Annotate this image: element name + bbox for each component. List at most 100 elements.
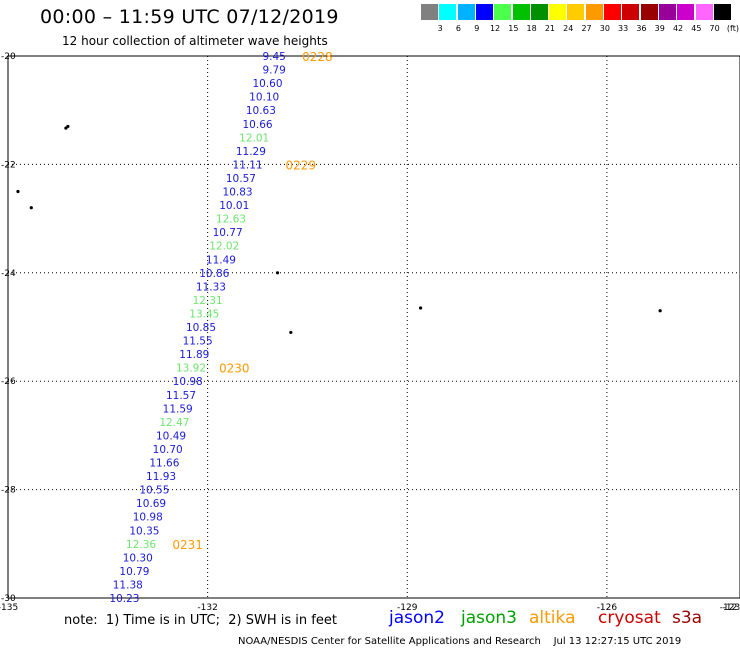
footer-credit: NOAA/NESDIS Center for Satellite Applica… xyxy=(238,636,682,647)
wave-height-value: 12.47 xyxy=(159,417,189,429)
pass-time-label: 0229 xyxy=(286,158,317,172)
wave-height-value: 9.79 xyxy=(262,65,285,77)
wave-height-value: 10.66 xyxy=(243,119,273,131)
wave-height-value: 9.45 xyxy=(262,51,285,63)
color-swatch xyxy=(567,4,585,20)
wave-height-value: 11.49 xyxy=(206,254,236,266)
wave-height-value: 10.35 xyxy=(129,525,159,537)
wave-height-value: 10.23 xyxy=(109,593,139,605)
chart-subtitle: 12 hour collection of altimeter wave hei… xyxy=(62,34,328,48)
wave-height-value: 10.69 xyxy=(136,498,166,510)
wave-height-value: 11.57 xyxy=(166,390,196,402)
y-tick-label: -30 xyxy=(1,594,16,604)
x-tick-label: -126 xyxy=(597,603,618,610)
x-tick-label: -12 xyxy=(723,603,738,610)
y-tick-label: -20 xyxy=(1,52,16,62)
color-swatch xyxy=(421,4,438,20)
color-swatch xyxy=(604,4,621,20)
wave-height-value: 10.63 xyxy=(246,105,276,117)
wave-height-value: 11.29 xyxy=(236,146,266,158)
wave-height-value: 11.33 xyxy=(196,281,226,293)
color-swatch xyxy=(475,4,493,20)
wave-height-value: 10.86 xyxy=(199,268,229,280)
note-text: note: 1) Time is in UTC; 2) SWH is in fe… xyxy=(64,613,337,628)
wave-height-value: 11.59 xyxy=(163,403,193,415)
color-scale-label: 24 xyxy=(563,24,574,33)
wave-height-value: 12.02 xyxy=(209,241,239,253)
color-swatch xyxy=(677,4,695,20)
x-tick-label: -123 xyxy=(720,603,740,610)
island-marker xyxy=(658,309,662,313)
wave-height-value: 10.49 xyxy=(156,430,186,442)
color-swatch xyxy=(457,4,475,20)
wave-height-value: 11.93 xyxy=(146,471,176,483)
legend-jason2: jason2 xyxy=(389,608,445,628)
wave-height-value: 10.57 xyxy=(226,173,256,185)
color-swatch xyxy=(622,4,640,20)
island-marker xyxy=(29,206,33,210)
wave-height-value: 10.55 xyxy=(139,485,169,497)
chart-title: 00:00 – 11:59 UTC 07/12/2019 xyxy=(40,6,339,28)
color-swatch xyxy=(640,4,658,20)
y-tick-label: -26 xyxy=(1,377,16,387)
color-scale-label: 9 xyxy=(474,24,480,33)
pass-time-label: 0231 xyxy=(172,538,203,552)
wave-height-value: 10.79 xyxy=(119,566,149,578)
color-swatch xyxy=(695,4,713,20)
color-scale-label: 3 xyxy=(437,24,443,33)
wave-height-value: 10.98 xyxy=(173,376,203,388)
wave-height-value: 13.45 xyxy=(189,308,219,320)
color-scale-label: 39 xyxy=(654,24,665,33)
wave-height-value: 10.98 xyxy=(133,512,163,524)
x-tick-label: -129 xyxy=(397,603,418,610)
color-scale-label: 18 xyxy=(526,24,537,33)
wave-height-value: 12.36 xyxy=(126,539,156,551)
island-marker xyxy=(289,330,293,335)
wave-height-value: 10.60 xyxy=(252,78,282,90)
color-scale-label: 42 xyxy=(672,24,684,33)
legend-jason3: jason3 xyxy=(461,608,517,628)
legend-s3a: s3a xyxy=(672,608,703,628)
wave-height-value: 11.66 xyxy=(149,458,179,470)
color-scale-label: (ft) xyxy=(726,24,739,33)
color-scale-label: 15 xyxy=(508,24,519,33)
legend-altika: altika xyxy=(529,608,576,628)
x-tick-label: -132 xyxy=(197,603,217,610)
color-scale-label: 33 xyxy=(618,24,629,33)
wave-height-value: 11.11 xyxy=(233,159,263,171)
legend-cryosat: cryosat xyxy=(598,608,661,628)
color-swatch xyxy=(585,4,603,20)
wave-height-value: 12.01 xyxy=(239,132,269,144)
y-tick-label: -22 xyxy=(1,160,16,170)
color-scale-label: 6 xyxy=(455,24,461,33)
wave-height-value: 10.01 xyxy=(219,200,249,212)
wave-height-value: 12.31 xyxy=(193,295,223,307)
color-swatch xyxy=(549,4,567,20)
island-marker xyxy=(64,126,68,130)
wave-height-value: 11.55 xyxy=(183,336,213,348)
island-marker xyxy=(275,271,280,275)
wave-height-value: 12.63 xyxy=(216,214,246,226)
wave-height-value: 10.70 xyxy=(153,444,183,456)
color-scale-label: 36 xyxy=(636,24,647,33)
wave-height-value: 11.89 xyxy=(179,349,209,361)
color-swatch xyxy=(494,4,512,20)
color-scale-label: 30 xyxy=(599,24,610,33)
color-scale-label: 21 xyxy=(544,24,556,33)
island-marker xyxy=(418,306,423,310)
wave-height-value: 11.38 xyxy=(113,579,143,591)
wave-height-value: 10.10 xyxy=(249,92,279,104)
color-scale-label: 27 xyxy=(581,24,592,33)
color-scale-label: 45 xyxy=(691,24,702,33)
color-swatch xyxy=(713,4,731,20)
color-swatch xyxy=(658,4,676,20)
x-tick-label: -135 xyxy=(0,603,18,610)
wave-height-value: 13.92 xyxy=(176,363,206,375)
color-swatch xyxy=(512,4,530,20)
wave-height-value: 10.30 xyxy=(123,552,153,564)
y-tick-label: -28 xyxy=(1,486,16,496)
plot-frame xyxy=(7,55,740,599)
pass-time-label: 0228 xyxy=(302,50,333,64)
altimeter-plot: -135 -132 -129 -126 -123-12 -20 -22 -24 -26 -28 -3… xyxy=(0,50,740,610)
wave-height-value: 10.83 xyxy=(223,187,253,199)
